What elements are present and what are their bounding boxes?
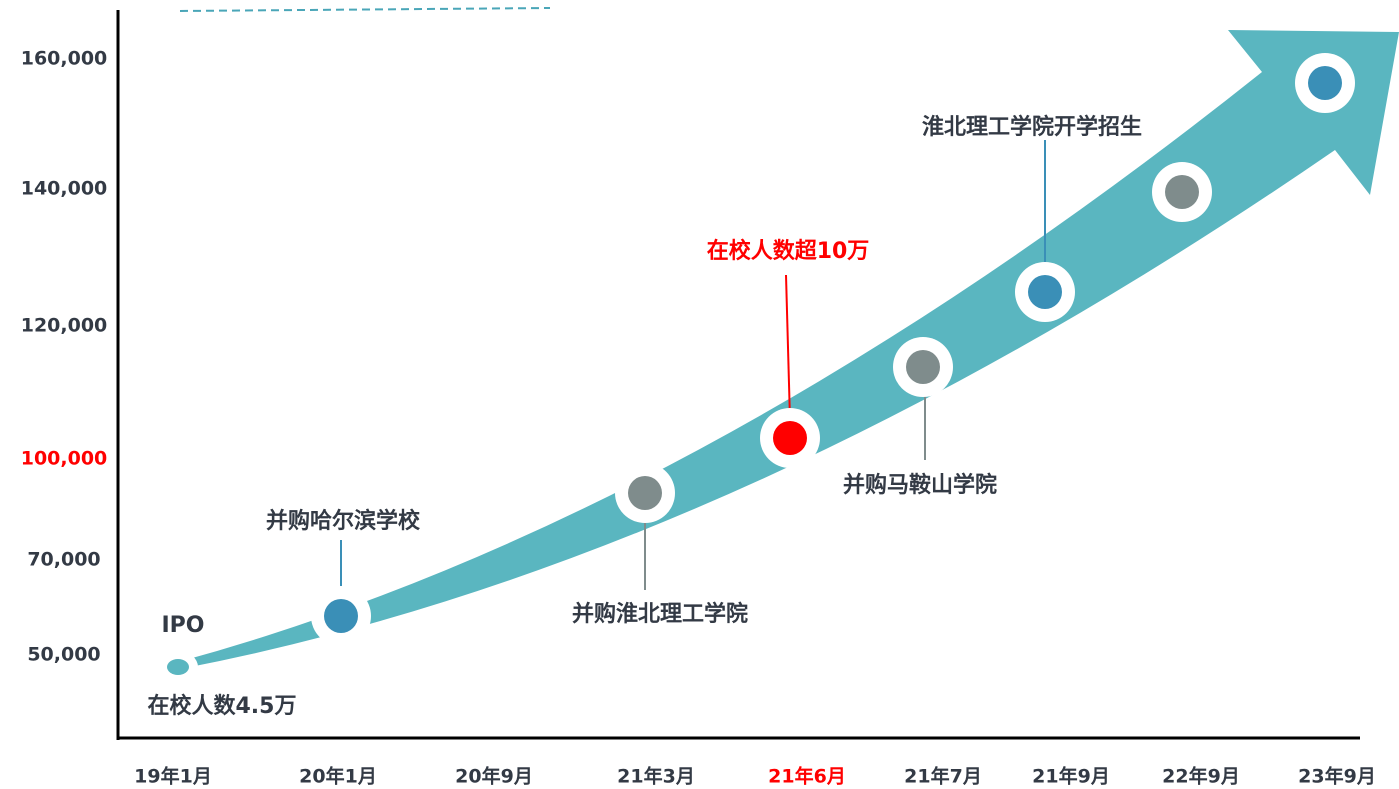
milestone-dot (1165, 175, 1199, 209)
milestone-dot (628, 476, 662, 510)
annotation: 在校人数4.5万 (148, 693, 297, 719)
milestone-dot (1028, 275, 1062, 309)
annotation: 淮北理工学院开学招生 (922, 114, 1142, 140)
leader-line (785, 274, 791, 421)
y-axis-label: 50,000 (27, 644, 100, 666)
milestones (311, 53, 1355, 646)
annotation: 并购马鞍山学院 (843, 472, 997, 498)
annotation: 并购哈尔滨学校 (266, 508, 421, 534)
x-axis-label: 21年9月 (1032, 765, 1110, 788)
y-axis-label: 100,000 (21, 448, 108, 470)
x-axis-label: 20年1月 (299, 765, 377, 788)
x-axis-label: 21年6月 (768, 765, 846, 788)
x-axis-label: 19年1月 (134, 765, 212, 788)
x-axis-label: 23年9月 (1298, 765, 1376, 788)
milestone-dot (906, 350, 940, 384)
milestone-dot (324, 599, 358, 633)
y-axis-label: 70,000 (27, 549, 100, 571)
y-axis-label: 140,000 (21, 178, 108, 200)
x-axis-label: 20年9月 (455, 765, 533, 788)
annotation: 在校人数超10万 (707, 238, 870, 264)
y-axis-label: 160,000 (21, 48, 108, 70)
y-axis-labels: 160,000 140,000 120,000 100,000 70,000 50,000 (21, 48, 108, 666)
milestone-dot (773, 421, 807, 455)
dashed-line (179, 7, 551, 12)
x-axis-label: 21年3月 (617, 765, 695, 788)
growth-arrow (178, 30, 1399, 668)
annotation: IPO (161, 613, 204, 638)
milestone-dot (167, 659, 189, 675)
x-axis-label: 22年9月 (1162, 765, 1240, 788)
x-axis-label: 21年7月 (904, 765, 982, 788)
milestone-dot (1308, 66, 1342, 100)
y-axis-label: 120,000 (21, 315, 108, 337)
x-axis-labels: 19年1月 20年1月 20年9月 21年3月 21年6月 21年7月 21年9月 22年9月… (134, 765, 1376, 788)
annotation: 并购淮北理工学院 (572, 601, 748, 627)
